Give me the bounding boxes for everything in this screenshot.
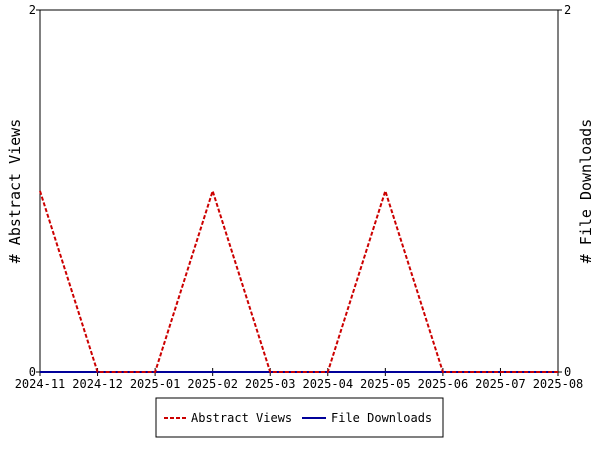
series-line-abstract-views xyxy=(39,187,558,373)
x-tick-label: 2025-03 xyxy=(245,377,296,391)
x-tick-label: 2025-08 xyxy=(533,377,584,391)
x-tick-label: 2025-06 xyxy=(418,377,469,391)
series-lines xyxy=(39,187,558,373)
legend-label-file-downloads: File Downloads xyxy=(331,411,432,425)
x-tick-label: 2024-12 xyxy=(72,377,123,391)
right-y-tick-label: 2 xyxy=(564,3,571,17)
x-tick-label: 2024-11 xyxy=(15,377,66,391)
x-axis: 2024-11 2024-12 2025-01 2025-02 2025-03 2025-… xyxy=(15,368,584,391)
right-y-tick-label: 0 xyxy=(564,365,571,379)
legend-box xyxy=(155,397,444,438)
left-y-tick-label: 0 xyxy=(29,365,36,379)
x-tick-label: 2025-05 xyxy=(360,377,411,391)
plot-border xyxy=(39,9,559,373)
right-y-axis: 02 xyxy=(558,3,571,379)
x-tick-label: 2025-02 xyxy=(187,377,238,391)
left-y-tick-label: 2 xyxy=(29,3,36,17)
legend-label-abstract-views: Abstract Views xyxy=(191,411,292,425)
x-tick-label: 2025-01 xyxy=(130,377,181,391)
right-y-axis-title: # File Downloads xyxy=(577,119,595,264)
left-y-axis: 02 xyxy=(29,3,40,379)
x-tick-label: 2025-07 xyxy=(475,377,526,391)
left-y-axis-title: # Abstract Views xyxy=(6,119,24,264)
legend: Abstract Views File Downloads xyxy=(155,397,444,438)
plot-area xyxy=(39,9,559,373)
x-tick-label: 2025-04 xyxy=(302,377,353,391)
